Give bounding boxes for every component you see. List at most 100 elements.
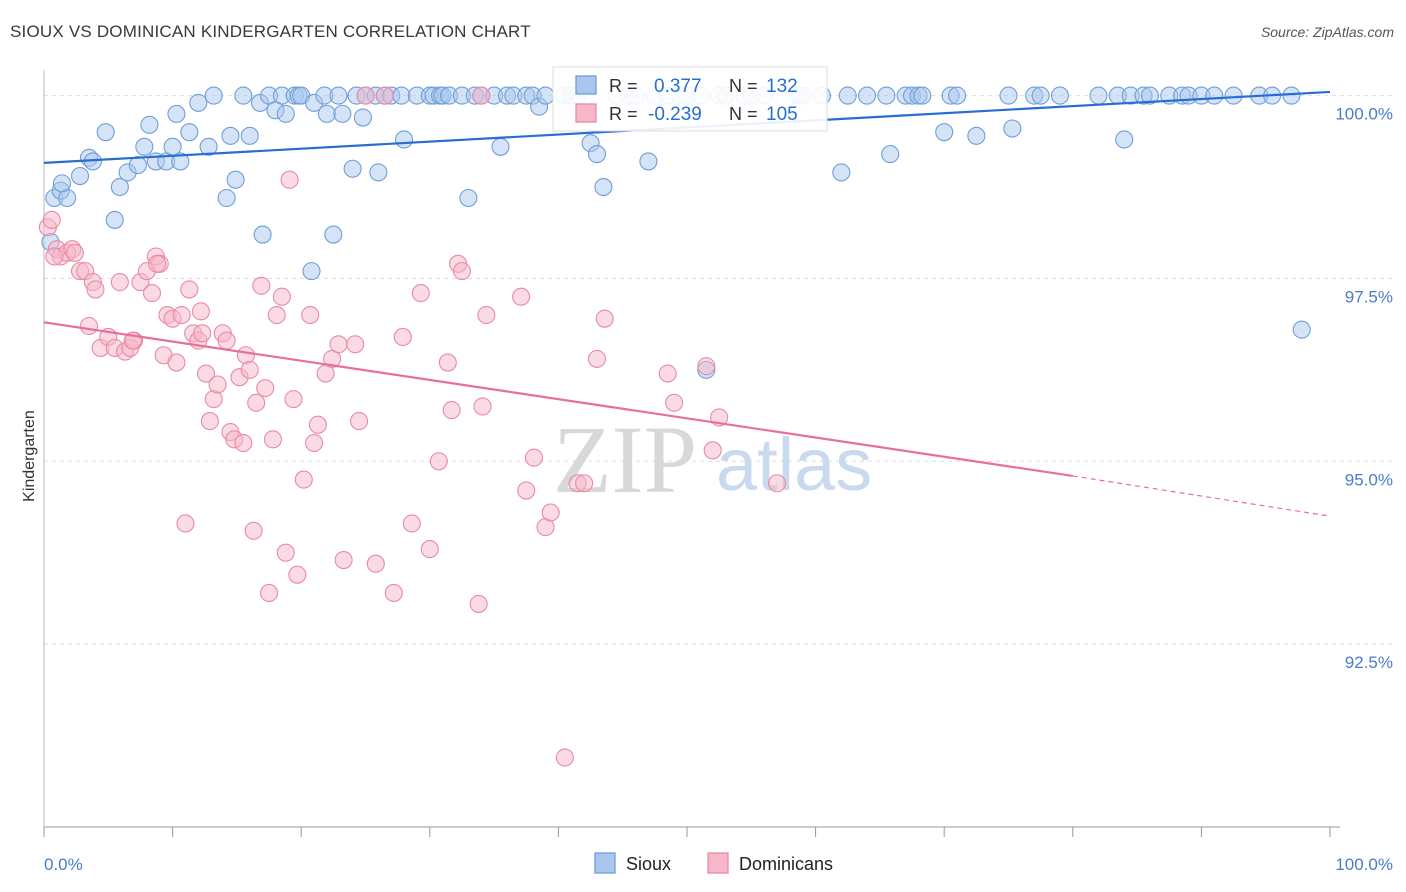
dominican-point bbox=[110, 273, 129, 292]
dominican-point bbox=[366, 554, 385, 573]
dominican-point bbox=[167, 353, 186, 372]
dominican-n-label: N = bbox=[729, 104, 758, 124]
stats-legend: R = 0.377 N = 132 R = -0.239 N = 105 bbox=[552, 66, 828, 132]
dominican-point bbox=[375, 86, 394, 105]
dominican-point bbox=[703, 441, 722, 460]
sioux-point bbox=[167, 104, 186, 123]
sioux-point bbox=[189, 93, 208, 112]
y-tick-labels: 100.0% 97.5% 95.0% 92.5% bbox=[1335, 105, 1393, 673]
dominican-point bbox=[172, 305, 191, 325]
sioux-point bbox=[935, 123, 954, 142]
sioux-point bbox=[948, 86, 967, 105]
dominican-r-label: R = bbox=[609, 104, 638, 124]
dominican-point bbox=[658, 364, 677, 383]
sioux-point bbox=[135, 137, 154, 156]
dominican-point bbox=[555, 748, 574, 767]
dominican-point bbox=[45, 247, 64, 266]
dominican-point bbox=[473, 397, 492, 416]
sioux-point bbox=[459, 188, 478, 208]
watermark: ZIP atlas bbox=[553, 406, 872, 513]
sioux-point bbox=[317, 104, 336, 123]
sioux-point bbox=[881, 145, 900, 164]
dominican-point bbox=[411, 284, 430, 303]
sioux-point bbox=[1282, 86, 1301, 105]
dominican-trend-extension bbox=[1072, 475, 1331, 517]
dominican-point bbox=[402, 514, 421, 533]
sioux-legend-label: Sioux bbox=[626, 854, 671, 874]
stats-legend-box bbox=[552, 66, 828, 132]
sioux-point bbox=[140, 115, 159, 134]
dominican-point bbox=[142, 284, 162, 303]
sioux-point bbox=[877, 86, 896, 105]
sioux-point bbox=[343, 159, 362, 178]
dominican-point bbox=[240, 360, 259, 379]
y-tick-label: 97.5% bbox=[1345, 287, 1393, 306]
dominican-points bbox=[38, 86, 787, 767]
x-tick-label-min: 0.0% bbox=[44, 855, 83, 874]
dominican-point bbox=[541, 503, 560, 522]
sioux-point bbox=[199, 137, 218, 156]
dominican-point bbox=[420, 540, 439, 559]
dominican-point bbox=[193, 324, 212, 343]
dominican-point bbox=[356, 86, 375, 105]
sioux-point bbox=[353, 108, 372, 127]
dominican-point bbox=[65, 243, 84, 262]
dominican-point bbox=[280, 170, 299, 189]
sioux-n-value: 132 bbox=[766, 76, 798, 97]
sioux-point bbox=[333, 104, 352, 123]
sioux-point bbox=[395, 130, 414, 149]
dominican-point bbox=[469, 594, 488, 613]
y-axis-label: Kindergarten bbox=[21, 410, 38, 502]
dominican-point bbox=[263, 430, 282, 449]
dominican-point bbox=[244, 521, 263, 540]
dominican-point bbox=[180, 280, 199, 299]
sioux-point bbox=[639, 152, 658, 171]
sioux-point bbox=[913, 86, 932, 105]
dominican-point bbox=[200, 412, 219, 431]
watermark-zip: ZIP bbox=[553, 406, 697, 513]
sioux-point bbox=[324, 225, 343, 244]
y-tick-label: 92.5% bbox=[1345, 653, 1393, 672]
dominican-point bbox=[452, 262, 472, 281]
sioux-r-value: 0.377 bbox=[654, 76, 702, 97]
sioux-point bbox=[536, 86, 555, 105]
dominican-point bbox=[196, 364, 216, 383]
x-tick-label-max: 100.0% bbox=[1335, 855, 1393, 874]
sioux-point bbox=[180, 123, 199, 142]
dominican-point bbox=[346, 335, 365, 354]
sioux-point bbox=[96, 123, 115, 142]
watermark-atlas: atlas bbox=[716, 423, 872, 506]
dominican-point bbox=[334, 550, 353, 570]
dominican-point bbox=[42, 210, 61, 229]
dominican-point bbox=[587, 349, 607, 368]
sioux-point bbox=[1115, 130, 1134, 149]
sioux-point bbox=[217, 188, 236, 208]
sioux-point bbox=[70, 167, 90, 186]
dominican-r-value: -0.239 bbox=[648, 104, 702, 125]
bottom-legend: Sioux Dominicans bbox=[594, 852, 833, 874]
dominican-point bbox=[79, 316, 99, 336]
sioux-point bbox=[491, 137, 510, 156]
dominican-point bbox=[384, 583, 403, 603]
dominican-point bbox=[267, 305, 286, 325]
sioux-point bbox=[105, 210, 124, 229]
dominican-point bbox=[524, 448, 544, 467]
sioux-point bbox=[594, 177, 613, 197]
dominican-point bbox=[517, 481, 536, 500]
sioux-point bbox=[967, 126, 986, 145]
sioux-point bbox=[221, 126, 240, 145]
dominican-point bbox=[259, 583, 279, 603]
sioux-point bbox=[999, 86, 1018, 105]
sioux-point bbox=[128, 156, 147, 175]
sioux-stats-swatch bbox=[575, 75, 597, 95]
dominican-point bbox=[276, 543, 295, 562]
dominican-point bbox=[86, 280, 105, 299]
dominican-point bbox=[393, 327, 412, 347]
dominican-point bbox=[665, 393, 684, 412]
sioux-point bbox=[110, 177, 129, 197]
dominican-point bbox=[308, 415, 327, 434]
sioux-point bbox=[234, 86, 253, 105]
sioux-point bbox=[587, 145, 607, 164]
sioux-r-label: R = bbox=[609, 76, 638, 96]
chart-source: Source: ZipAtlas.com bbox=[1260, 24, 1394, 40]
